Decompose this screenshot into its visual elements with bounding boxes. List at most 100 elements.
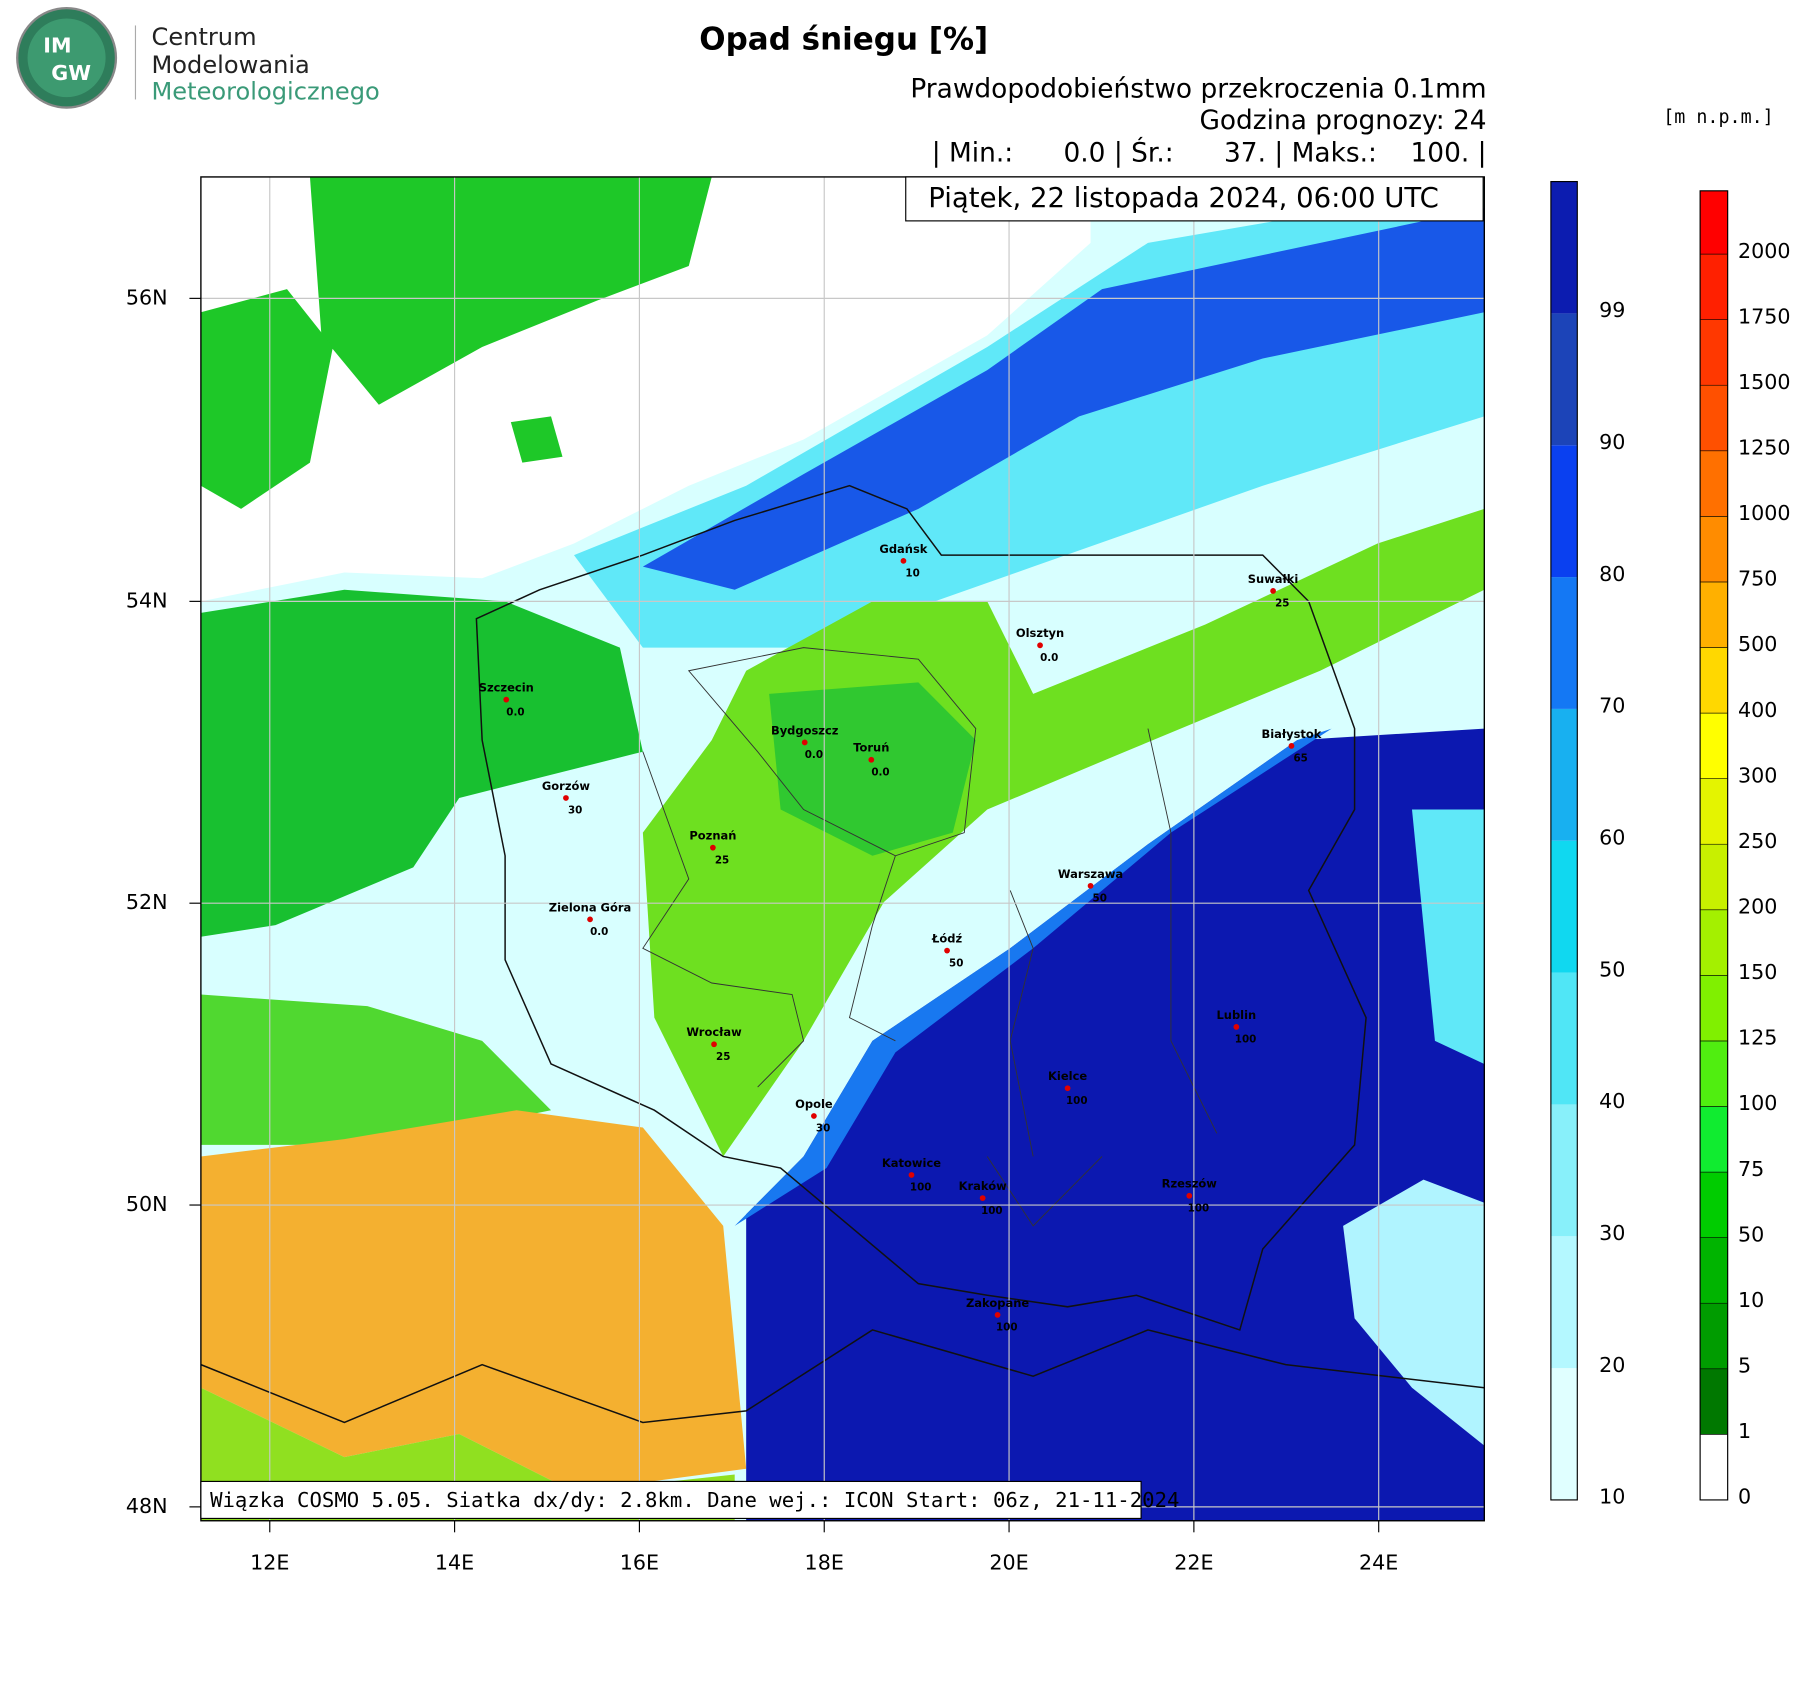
city-value: 30 bbox=[568, 805, 582, 817]
city-value: 100 bbox=[1066, 1095, 1088, 1107]
colorbar-label: 99 bbox=[1599, 298, 1625, 322]
city-marker bbox=[811, 1113, 817, 1119]
colorbar-segment bbox=[1550, 1236, 1578, 1369]
colorbar-label: 1500 bbox=[1738, 370, 1791, 394]
city-value: 0.0 bbox=[506, 706, 524, 718]
city-name: Olsztyn bbox=[1016, 626, 1064, 640]
colorbar-label: 200 bbox=[1738, 894, 1777, 918]
city-marker bbox=[1064, 1085, 1071, 1092]
city-marker bbox=[587, 916, 593, 923]
subtitle: Prawdopodobieństwo przekroczenia 0.1mm bbox=[910, 74, 1486, 105]
city-name: Białystok bbox=[1261, 727, 1321, 741]
colorbar-label: 0 bbox=[1738, 1485, 1751, 1509]
colorbar-segment bbox=[1699, 778, 1728, 845]
colorbar-frame bbox=[1550, 180, 1578, 1501]
city-value: 25 bbox=[1275, 598, 1289, 610]
colorbar-segment bbox=[1699, 1302, 1728, 1370]
colorbar-segment bbox=[1550, 1104, 1578, 1237]
map-area: Gdańsk 10 Suwałki 25 Olsztyn 0.0 Szczecin 0.0 By… bbox=[200, 176, 1485, 1521]
colorbar-label: 70 bbox=[1599, 694, 1625, 718]
city-name: Łódź bbox=[931, 932, 962, 946]
colorbar-label: 300 bbox=[1738, 763, 1777, 787]
land-precip-region bbox=[200, 289, 333, 509]
city-name: Kielce bbox=[1048, 1069, 1087, 1083]
colorbar-segment bbox=[1699, 1237, 1728, 1304]
country-border bbox=[200, 1329, 1485, 1424]
logo-badge-text: GW bbox=[51, 61, 91, 85]
city-name: Opole bbox=[795, 1097, 833, 1111]
colorbar-label: 125 bbox=[1738, 1026, 1777, 1050]
lat-label: 52N bbox=[126, 890, 168, 914]
colorbar-segment bbox=[1699, 516, 1728, 583]
colorbar-label: 10 bbox=[1738, 1288, 1764, 1312]
elevation-colorbar: 0 1 5 10 50 75 100 125 150 200 250 300 400 500 750 1000… bbox=[1699, 190, 1791, 1509]
city-marker bbox=[1270, 588, 1276, 594]
colorbar-segment bbox=[1699, 253, 1728, 320]
city-name: Kraków bbox=[959, 1179, 1007, 1193]
colorbar-frame bbox=[1699, 190, 1729, 1501]
city-name: Suwałki bbox=[1248, 572, 1299, 586]
city-value: 25 bbox=[716, 1051, 730, 1063]
colorbar-segment bbox=[1699, 190, 1728, 255]
city-marker bbox=[1186, 1192, 1193, 1199]
city-marker bbox=[563, 795, 569, 801]
city-marker bbox=[1087, 882, 1094, 889]
country-border bbox=[475, 484, 1367, 1331]
city-value: 0.0 bbox=[1040, 652, 1058, 664]
colorbar-label: 400 bbox=[1738, 698, 1777, 722]
colorbar-label: 150 bbox=[1738, 960, 1777, 984]
city-value: 65 bbox=[1293, 753, 1307, 765]
logo-line: Modelowania bbox=[152, 51, 310, 79]
title: Opad śniegu [%] bbox=[699, 21, 988, 57]
city-name: Rzeszów bbox=[1162, 1177, 1218, 1191]
colorbar-segment bbox=[1550, 840, 1578, 973]
precip-band bbox=[642, 208, 1485, 590]
city-marker bbox=[1233, 1024, 1240, 1030]
city-value: 30 bbox=[816, 1123, 830, 1135]
colorbar-segment bbox=[1699, 581, 1728, 648]
colorbar-segment bbox=[1699, 1040, 1728, 1107]
city-value: 10 bbox=[905, 568, 919, 580]
land-precip-region bbox=[510, 416, 563, 463]
city-value: 100 bbox=[910, 1182, 932, 1194]
city-value: 0.0 bbox=[805, 749, 823, 761]
city-value: 100 bbox=[981, 1205, 1003, 1217]
city-marker bbox=[944, 947, 950, 954]
colorbar-label: 750 bbox=[1738, 567, 1777, 591]
city-value: 50 bbox=[949, 957, 963, 969]
lon-label: 18E bbox=[805, 1550, 844, 1574]
precip-region bbox=[200, 994, 552, 1145]
colorbar-label: 1 bbox=[1738, 1419, 1751, 1443]
city-name: Szczecin bbox=[479, 681, 534, 695]
precip-region bbox=[769, 682, 976, 856]
colorbar-label: 20 bbox=[1599, 1353, 1625, 1377]
precip-region bbox=[642, 508, 1485, 1157]
colorbar-label: 75 bbox=[1738, 1157, 1764, 1181]
colorbar-segment bbox=[1699, 909, 1728, 976]
city-marker bbox=[1288, 743, 1295, 749]
colorbar-segment bbox=[1699, 384, 1728, 452]
heavy-snow-region bbox=[746, 728, 1485, 1521]
colorbar-segment bbox=[1550, 1368, 1578, 1500]
colorbar-segment bbox=[1550, 577, 1578, 709]
precip-region bbox=[200, 589, 643, 937]
colorbar-label: 500 bbox=[1738, 632, 1777, 656]
lon-label: 12E bbox=[250, 1550, 289, 1574]
logo-inner bbox=[27, 18, 106, 98]
colorbar-segment bbox=[1699, 1106, 1728, 1173]
lon-label: 24E bbox=[1359, 1550, 1398, 1574]
colorbar-segment bbox=[1550, 972, 1578, 1105]
lat-label: 56N bbox=[126, 285, 168, 309]
colorbar-label: 90 bbox=[1599, 430, 1625, 454]
colorbar-label: 80 bbox=[1599, 562, 1625, 586]
city-name: Zielona Góra bbox=[549, 900, 631, 914]
city-marker bbox=[503, 696, 510, 703]
colorbar-segment bbox=[1550, 313, 1578, 446]
colorbar-label: 1750 bbox=[1738, 304, 1791, 328]
cities: Gdańsk 10 Suwałki 25 Olsztyn 0.0 Szczecin 0.0 By… bbox=[479, 542, 1322, 1334]
city-marker bbox=[801, 739, 808, 746]
colorbar-segment bbox=[1699, 712, 1728, 779]
colorbar-label: 250 bbox=[1738, 829, 1777, 853]
logo-line: Meteorologicznego bbox=[152, 77, 380, 105]
